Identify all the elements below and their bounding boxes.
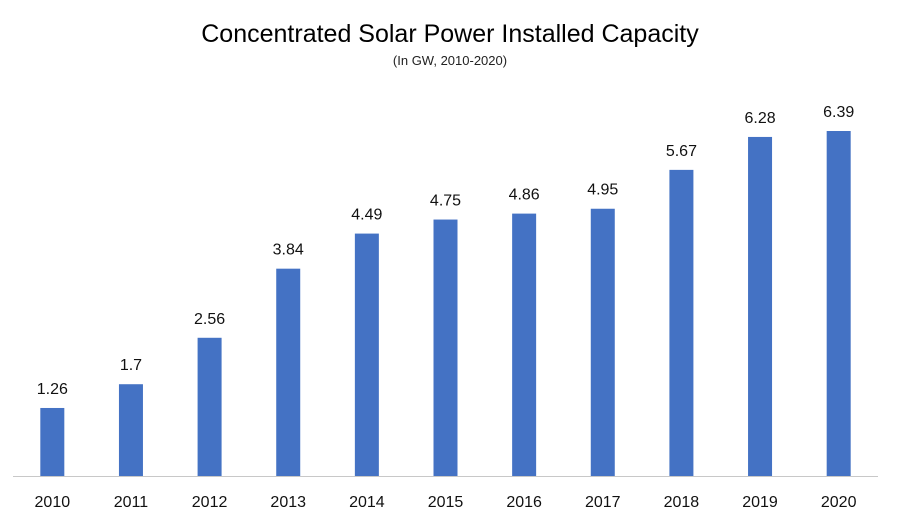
data-label-2017: 4.95 bbox=[587, 182, 618, 199]
data-label-2018: 5.67 bbox=[666, 143, 697, 160]
x-tick-label-2012: 2012 bbox=[192, 494, 228, 511]
data-label-2016: 4.86 bbox=[509, 187, 540, 204]
bar-2017 bbox=[590, 208, 615, 477]
x-tick-label-2019: 2019 bbox=[742, 494, 778, 511]
data-label-2014: 4.49 bbox=[351, 207, 382, 224]
data-label-2013: 3.84 bbox=[273, 242, 304, 259]
x-tick-label-2014: 2014 bbox=[349, 494, 385, 511]
bar-2015 bbox=[433, 219, 458, 476]
x-tick-label-2016: 2016 bbox=[506, 494, 542, 511]
x-tick-label-2020: 2020 bbox=[821, 494, 857, 511]
bar-2016 bbox=[512, 213, 537, 476]
x-tick-label-2011: 2011 bbox=[114, 494, 149, 511]
chart-subtitle: (In GW, 2010-2020) bbox=[392, 53, 508, 68]
x-tick-label-2018: 2018 bbox=[664, 494, 700, 511]
bar-2010 bbox=[40, 407, 65, 476]
bar-2020 bbox=[826, 131, 851, 476]
x-tick-label-2013: 2013 bbox=[270, 494, 306, 511]
data-label-2010: 1.26 bbox=[37, 381, 68, 398]
bar-2014 bbox=[354, 233, 379, 476]
bar-2013 bbox=[276, 268, 301, 476]
bar-2011 bbox=[118, 384, 143, 476]
chart-title: Concentrated Solar Power Installed Capac… bbox=[201, 20, 699, 48]
bar-2018 bbox=[669, 169, 694, 477]
data-label-2012: 2.56 bbox=[194, 311, 225, 328]
data-label-2020: 6.39 bbox=[823, 104, 854, 121]
x-tick-label-2010: 2010 bbox=[35, 494, 71, 511]
data-label-2011: 1.7 bbox=[120, 357, 142, 374]
data-label-2019: 6.28 bbox=[744, 110, 775, 127]
bar-2012 bbox=[197, 337, 222, 476]
x-tick-label-2017: 2017 bbox=[585, 494, 621, 511]
bar-2019 bbox=[748, 136, 773, 476]
data-label-2015: 4.75 bbox=[430, 193, 461, 210]
x-tick-label-2015: 2015 bbox=[428, 494, 464, 511]
